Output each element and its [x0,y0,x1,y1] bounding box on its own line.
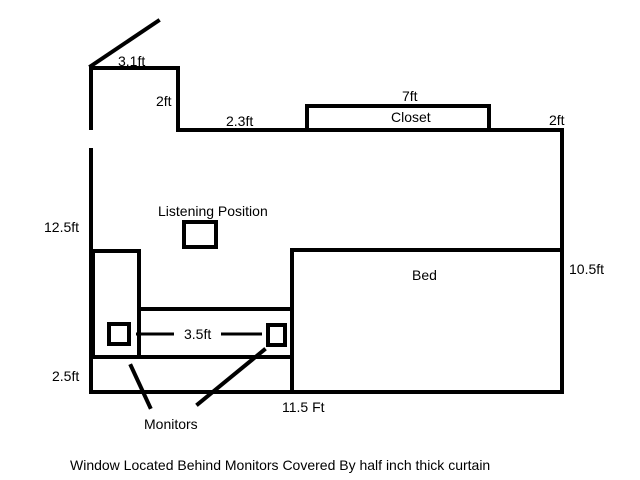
pointer-right [195,347,267,407]
label-step: 2ft [156,93,172,109]
pointer-left [128,363,153,410]
label-left-wall: 12.5ft [44,219,79,235]
label-listening-position: Listening Position [158,203,268,219]
label-top-mid: 2.3ft [226,113,253,129]
left-desk [91,249,141,359]
left-monitor [107,322,131,346]
caption: Window Located Behind Monitors Covered B… [70,457,490,473]
label-bed: Bed [412,267,437,283]
label-right-wall: 10.5ft [569,261,604,277]
label-closet-width: 7ft [402,88,418,104]
label-closet: Closet [391,109,431,125]
label-bottom-left: 2.5ft [52,368,79,384]
right-monitor [266,323,287,347]
label-monitor-spacing: 3.5ft [184,326,211,342]
label-top-right: 2ft [549,112,565,128]
room-outline [89,66,564,394]
label-monitors: Monitors [144,416,198,432]
left-wall-gap [86,130,96,150]
label-bottom-wall: 11.5 Ft [282,399,325,415]
listening-position-box [182,220,218,249]
closet-box [305,104,491,132]
label-top-left: 3.1ft [118,53,145,69]
door-line [88,18,161,69]
